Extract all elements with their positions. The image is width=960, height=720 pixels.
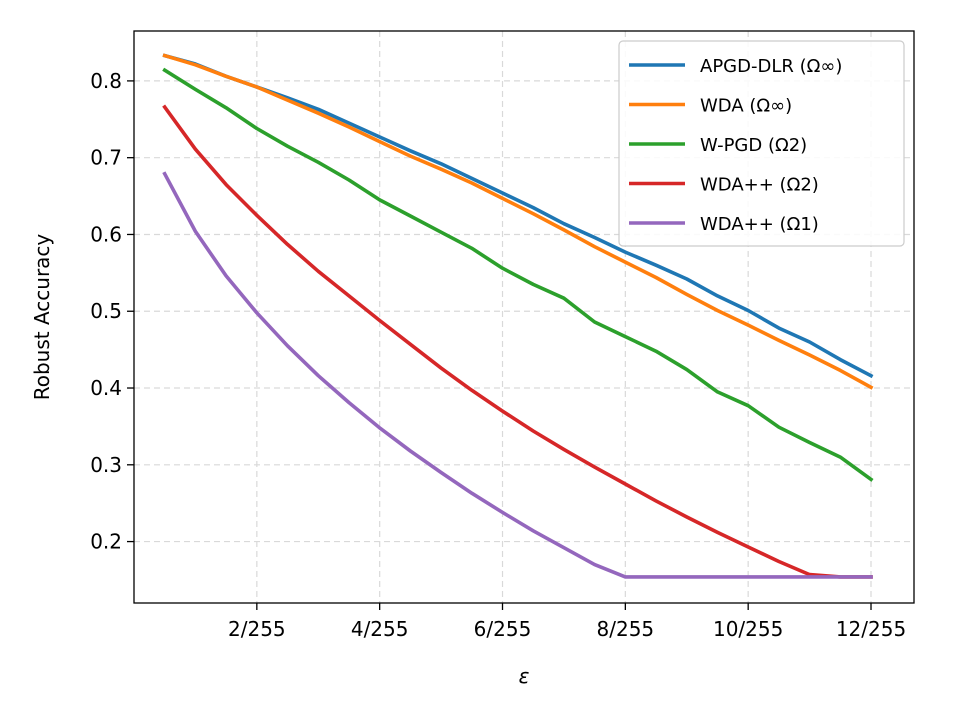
y-axis-label: Robust Accuracy — [30, 234, 54, 401]
y-tick-label: 0.2 — [90, 530, 122, 554]
y-tick-label: 0.5 — [90, 299, 122, 323]
x-tick-label: 8/255 — [597, 617, 655, 641]
legend-label: WDA (Ω∞) — [700, 96, 792, 117]
x-tick-label: 10/255 — [713, 617, 783, 641]
legend: APGD-DLR (Ω∞) WDA (Ω∞) W-PGD (Ω2) WDA++ (Ω2… — [618, 40, 905, 247]
legend-label: WDA++ (Ω2) — [700, 175, 819, 196]
series-line-2 — [162, 53, 874, 390]
series-line-3 — [162, 67, 874, 482]
series-lines — [162, 53, 874, 579]
y-tick-label: 0.4 — [90, 376, 122, 400]
plot-frame — [133, 30, 915, 604]
legend-label: APGD-DLR (Ω∞) — [700, 56, 842, 77]
x-tick-label: 12/255 — [836, 617, 906, 641]
y-tick-label: 0.8 — [90, 69, 122, 93]
series-line-4 — [162, 104, 873, 579]
y-tick-label: 0.3 — [90, 453, 122, 477]
x-tick-label: 2/255 — [228, 617, 286, 641]
axis-ticks: 2/255 4/255 6/255 8/255 10/255 12/255 0.2 0.3 0.… — [90, 69, 906, 641]
legend-label: W-PGD (Ω2) — [700, 135, 807, 156]
legend-label: WDA++ (Ω1) — [700, 214, 819, 235]
x-axis-label: ε — [519, 664, 530, 688]
x-tick-label: 6/255 — [474, 617, 532, 641]
y-tick-label: 0.7 — [90, 146, 122, 170]
x-tick-label: 4/255 — [351, 617, 409, 641]
series-line-5 — [162, 171, 873, 579]
legend-box — [618, 40, 905, 247]
y-tick-label: 0.6 — [90, 222, 122, 246]
